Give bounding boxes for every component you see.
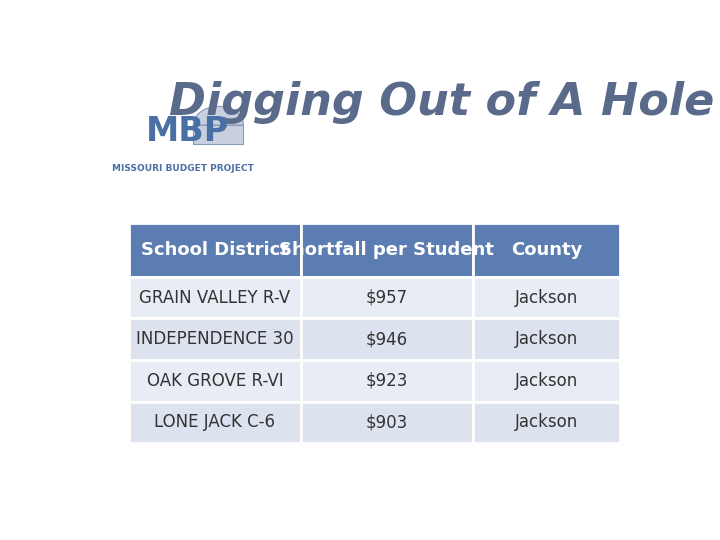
Text: $957: $957 <box>366 289 408 307</box>
Text: Jackson: Jackson <box>515 414 578 431</box>
FancyBboxPatch shape <box>473 360 620 402</box>
FancyBboxPatch shape <box>301 402 473 443</box>
Text: MBP: MBP <box>145 115 229 148</box>
Text: School District: School District <box>141 241 289 259</box>
Text: Shortfall per Student: Shortfall per Student <box>279 241 495 259</box>
Text: Jackson: Jackson <box>515 289 578 307</box>
Text: County: County <box>510 241 582 259</box>
Text: INDEPENDENCE 30: INDEPENDENCE 30 <box>136 330 294 348</box>
Wedge shape <box>193 106 243 125</box>
Text: GRAIN VALLEY R-V: GRAIN VALLEY R-V <box>140 289 291 307</box>
FancyBboxPatch shape <box>129 277 301 319</box>
Text: OAK GROVE R-VI: OAK GROVE R-VI <box>147 372 283 390</box>
Text: $923: $923 <box>366 372 408 390</box>
Text: Jackson: Jackson <box>515 330 578 348</box>
Text: Jackson: Jackson <box>515 372 578 390</box>
Text: $903: $903 <box>366 414 408 431</box>
FancyBboxPatch shape <box>129 402 301 443</box>
Text: LONE JACK C-6: LONE JACK C-6 <box>155 414 276 431</box>
Text: $946: $946 <box>366 330 408 348</box>
FancyBboxPatch shape <box>129 360 301 402</box>
FancyBboxPatch shape <box>129 223 301 277</box>
FancyBboxPatch shape <box>129 319 301 360</box>
FancyBboxPatch shape <box>473 223 620 277</box>
Text: MISSOURI BUDGET PROJECT: MISSOURI BUDGET PROJECT <box>112 164 254 173</box>
FancyBboxPatch shape <box>301 319 473 360</box>
FancyBboxPatch shape <box>301 223 473 277</box>
FancyBboxPatch shape <box>473 277 620 319</box>
FancyBboxPatch shape <box>473 402 620 443</box>
FancyBboxPatch shape <box>301 277 473 319</box>
FancyBboxPatch shape <box>301 360 473 402</box>
FancyBboxPatch shape <box>193 125 243 144</box>
FancyBboxPatch shape <box>473 319 620 360</box>
Text: Digging Out of A Hole: Digging Out of A Hole <box>169 80 714 124</box>
